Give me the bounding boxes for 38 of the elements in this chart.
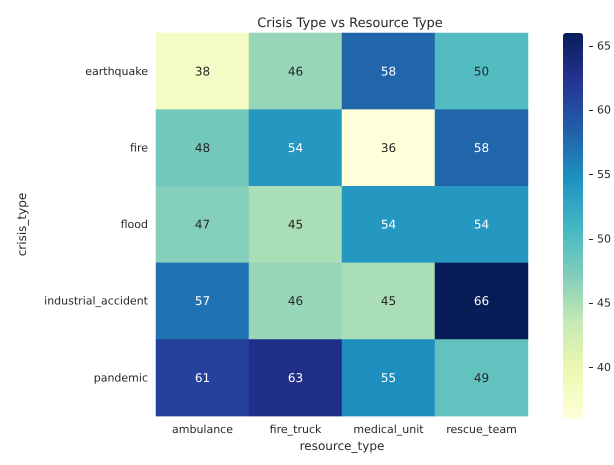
color-bar-label: 55	[597, 168, 611, 182]
data-label: 38	[194, 64, 210, 78]
data-label: 47	[194, 218, 210, 232]
x-tick-label: ambulance	[172, 423, 234, 436]
data-label: 46	[288, 64, 304, 78]
data-label: 61	[194, 370, 210, 385]
data-label: 45	[288, 218, 304, 232]
color-bar-label: 45	[597, 296, 611, 310]
data-label: 48	[194, 140, 210, 155]
data-label: 58	[474, 140, 490, 155]
x-tick-label: rescue_team	[446, 423, 517, 436]
data-label: 54	[380, 218, 396, 232]
data-label: 54	[474, 218, 490, 232]
data-label: 45	[380, 294, 396, 308]
data-label: 63	[288, 370, 304, 385]
data-label: 36	[380, 140, 396, 155]
data-label: 55	[380, 370, 396, 385]
data-label: 58	[380, 64, 396, 78]
x-axis-title: resource_type	[300, 439, 384, 453]
data-label: 66	[474, 294, 490, 308]
data-label: 46	[288, 294, 304, 308]
y-axis-title: crisis_type	[15, 192, 29, 256]
color-bar-label: 50	[597, 232, 611, 246]
x-tick-label: medical_unit	[353, 423, 424, 436]
data-label: 54	[288, 140, 304, 155]
y-tick-label: flood	[120, 218, 148, 232]
color-bar-label: 40	[597, 361, 611, 374]
data-label: 49	[474, 370, 490, 385]
data-label: 50	[474, 64, 490, 78]
y-tick-label: fire	[130, 141, 148, 154]
x-tick-label: fire_truck	[270, 423, 322, 436]
color-bar-label: 65	[597, 39, 611, 52]
y-tick-label: earthquake	[85, 64, 148, 78]
data-label: 57	[194, 294, 210, 308]
chart-title: Crisis Type vs Resource Type	[257, 16, 443, 31]
y-tick-label: pandemic	[94, 371, 148, 384]
color-bar-label: 60	[597, 104, 611, 117]
y-tick-label: industrial_accident	[44, 294, 149, 308]
